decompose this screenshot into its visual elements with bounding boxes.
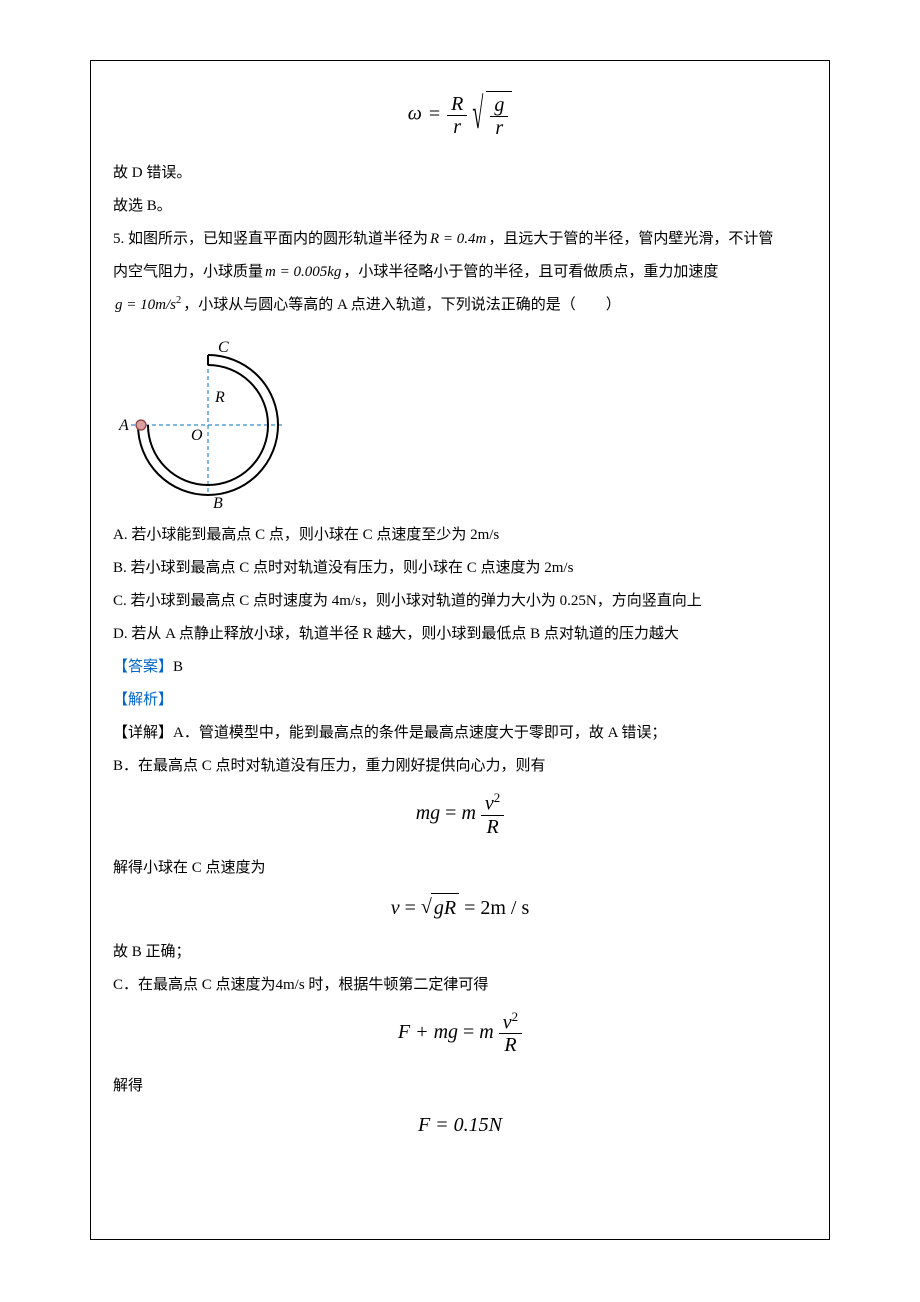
option-d: D. 若从 A 点静止释放小球，轨道半径 R 越大，则小球到最低点 B 点对轨道… xyxy=(113,618,807,651)
ball xyxy=(136,420,146,430)
analysis-line: 【解析】 xyxy=(113,684,807,717)
label-c: C xyxy=(218,339,229,356)
label-r: R xyxy=(214,389,225,406)
omega-frac1: R r xyxy=(447,93,467,138)
option-a: A. 若小球能到最高点 C 点，则小球在 C 点速度至少为 2m/s xyxy=(113,519,807,552)
omega-eq: = xyxy=(427,103,442,125)
page-frame: ω = R r g r 故 D 错误。 故选 B。 5. 如图所示，已知竖直平面… xyxy=(90,60,830,1240)
omega-lhs: ω xyxy=(408,103,422,125)
formula-f-result: F = 0.15N xyxy=(113,1111,807,1139)
centripetal-frac: v2 R xyxy=(481,791,504,838)
detail-b: B．在最高点 C 点时对轨道没有压力，重力刚好提供向心力，则有 xyxy=(113,750,807,783)
detail-c: C．在最高点 C 点速度为4m/s 时，根据牛顿第二定律可得 xyxy=(113,969,807,1002)
v-sqrt: gR xyxy=(421,893,459,922)
answer-label: 【答案】 xyxy=(113,659,173,675)
label-a: A xyxy=(118,417,129,434)
answer-value: B xyxy=(173,659,183,675)
formula-omega: ω = R r g r xyxy=(113,91,807,139)
omega-sqrt: g r xyxy=(472,91,512,139)
q5-line1: 5. 如图所示，已知竖直平面内的圆形轨道半径为R = 0.4m，且远大于管的半径… xyxy=(113,223,807,256)
line-d-wrong: 故 D 错误。 xyxy=(113,157,807,190)
formula-v: v = gR = 2m / s xyxy=(113,893,807,922)
solve-v-c: 解得小球在 C 点速度为 xyxy=(113,852,807,885)
track-svg: C A O B R xyxy=(113,330,313,510)
formula-newton2: F + mg = m v2 R xyxy=(113,1010,807,1057)
option-b: B. 若小球到最高点 C 点时对轨道没有压力，则小球在 C 点速度为 2m/s xyxy=(113,552,807,585)
formula-centripetal: mg = m v2 R xyxy=(113,791,807,838)
option-c: C. 若小球到最高点 C 点时速度为 4m/s，则小球对轨道的弹力大小为 0.2… xyxy=(113,585,807,618)
so-b-correct: 故 B 正确； xyxy=(113,936,807,969)
newton2-frac: v2 R xyxy=(499,1010,522,1057)
q5-line3: g = 10m/s2，小球从与圆心等高的 A 点进入轨道，下列说法正确的是（ ） xyxy=(113,289,807,322)
circular-track-diagram: C A O B R xyxy=(113,330,807,515)
analysis-label: 【解析】 xyxy=(113,692,173,708)
omega-sqrt-frac: g r xyxy=(490,94,508,139)
detail-a: 【详解】A．管道模型中，能到最高点的条件是最高点速度大于零即可，故 A 错误； xyxy=(113,717,807,750)
label-o: O xyxy=(191,427,203,444)
line-choose-b: 故选 B。 xyxy=(113,190,807,223)
solve-f: 解得 xyxy=(113,1070,807,1103)
answer-line: 【答案】B xyxy=(113,651,807,684)
label-b: B xyxy=(213,495,223,510)
q5-line2: 内空气阻力，小球质量m = 0.005kg，小球半径略小于管的半径，且可看做质点… xyxy=(113,256,807,289)
